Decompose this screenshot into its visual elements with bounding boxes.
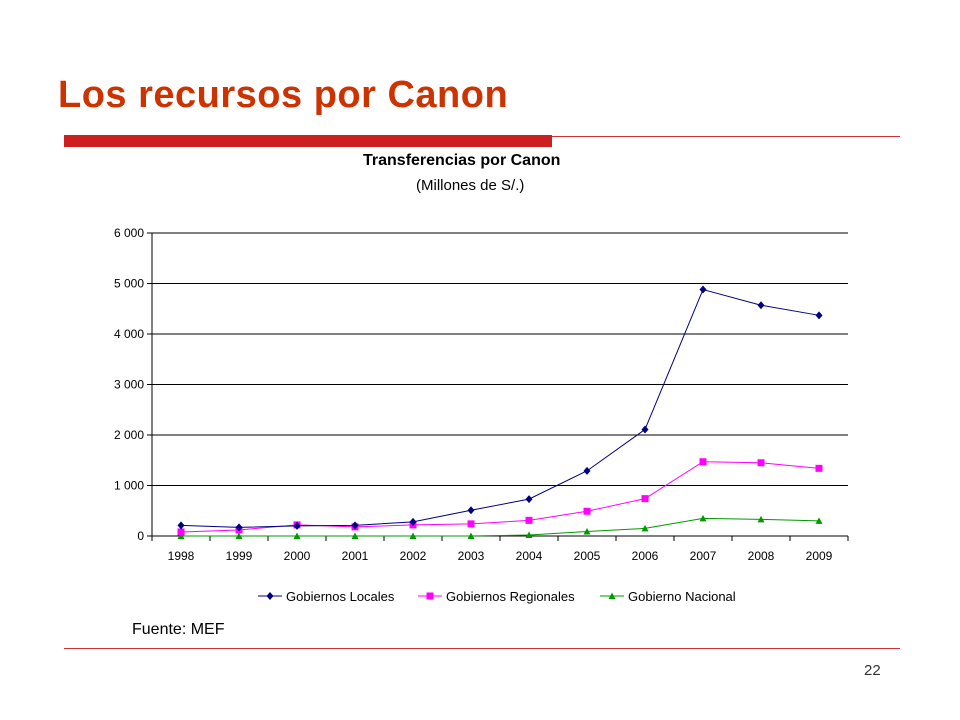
data-point — [409, 517, 417, 526]
x-tick-label: 2003 — [458, 549, 485, 563]
legend-marker — [426, 592, 434, 600]
data-point — [815, 311, 823, 320]
page-number: 22 — [864, 662, 881, 679]
title-underline-thin — [552, 136, 900, 137]
legend-marker — [266, 592, 274, 600]
data-point — [177, 521, 185, 530]
data-point — [583, 507, 591, 515]
data-point — [525, 495, 533, 504]
slide-title: Los recursos por Canon — [58, 74, 509, 116]
y-tick-label: 4 000 — [114, 327, 144, 341]
data-point — [525, 531, 533, 538]
footer-rule — [64, 648, 900, 649]
x-tick-label: 2004 — [516, 549, 543, 563]
x-tick-label: 2002 — [400, 549, 427, 563]
data-point — [815, 464, 823, 472]
y-tick-label: 6 000 — [114, 226, 144, 240]
y-tick-label: 0 — [137, 529, 144, 543]
data-point — [583, 466, 591, 475]
x-tick-label: 1998 — [168, 549, 195, 563]
data-point — [641, 524, 649, 532]
data-point — [641, 495, 649, 503]
title-underline-thick — [64, 135, 552, 147]
data-point — [699, 458, 707, 466]
data-point — [467, 532, 475, 539]
data-point — [293, 532, 301, 539]
x-tick-label: 2001 — [342, 549, 369, 563]
y-tick-label: 2 000 — [114, 428, 144, 442]
x-tick-label: 1999 — [226, 549, 253, 563]
legend-label: Gobierno Nacional — [628, 589, 736, 604]
data-point — [757, 459, 765, 467]
data-point — [409, 532, 417, 539]
x-tick-label: 2007 — [690, 549, 717, 563]
y-tick-label: 5 000 — [114, 277, 144, 291]
data-point — [177, 532, 185, 539]
data-point — [757, 301, 765, 310]
legend-label: Gobiernos Regionales — [446, 589, 575, 604]
data-point — [583, 527, 591, 535]
series-line-2 — [180, 461, 820, 533]
chart-subtitle: (Millones de S/.) — [416, 177, 525, 194]
data-point — [177, 528, 185, 536]
x-tick-label: 2009 — [806, 549, 833, 563]
legend-marker — [608, 592, 616, 599]
y-tick-label: 1 000 — [114, 479, 144, 493]
data-point — [351, 532, 359, 539]
data-point — [351, 521, 359, 530]
series-line-1 — [180, 288, 820, 528]
y-tick-label: 3 000 — [114, 378, 144, 392]
x-tick-label: 2000 — [284, 549, 311, 563]
data-point — [235, 532, 243, 539]
chart-title: Transferencias por Canon — [363, 152, 561, 169]
data-point — [293, 521, 301, 530]
x-tick-label: 2006 — [632, 549, 659, 563]
x-tick-label: 2008 — [748, 549, 775, 563]
data-point — [815, 517, 823, 524]
data-point — [467, 520, 475, 528]
data-point — [525, 516, 533, 524]
legend-label: Gobiernos Locales — [286, 589, 395, 604]
data-point — [699, 514, 707, 522]
series-line-3 — [181, 517, 820, 537]
data-point — [467, 506, 475, 515]
source-note: Fuente: MEF — [132, 621, 225, 638]
data-point — [235, 523, 243, 532]
data-point — [757, 515, 765, 523]
data-point — [699, 285, 707, 294]
x-tick-label: 2005 — [574, 549, 601, 563]
data-point — [641, 425, 649, 434]
